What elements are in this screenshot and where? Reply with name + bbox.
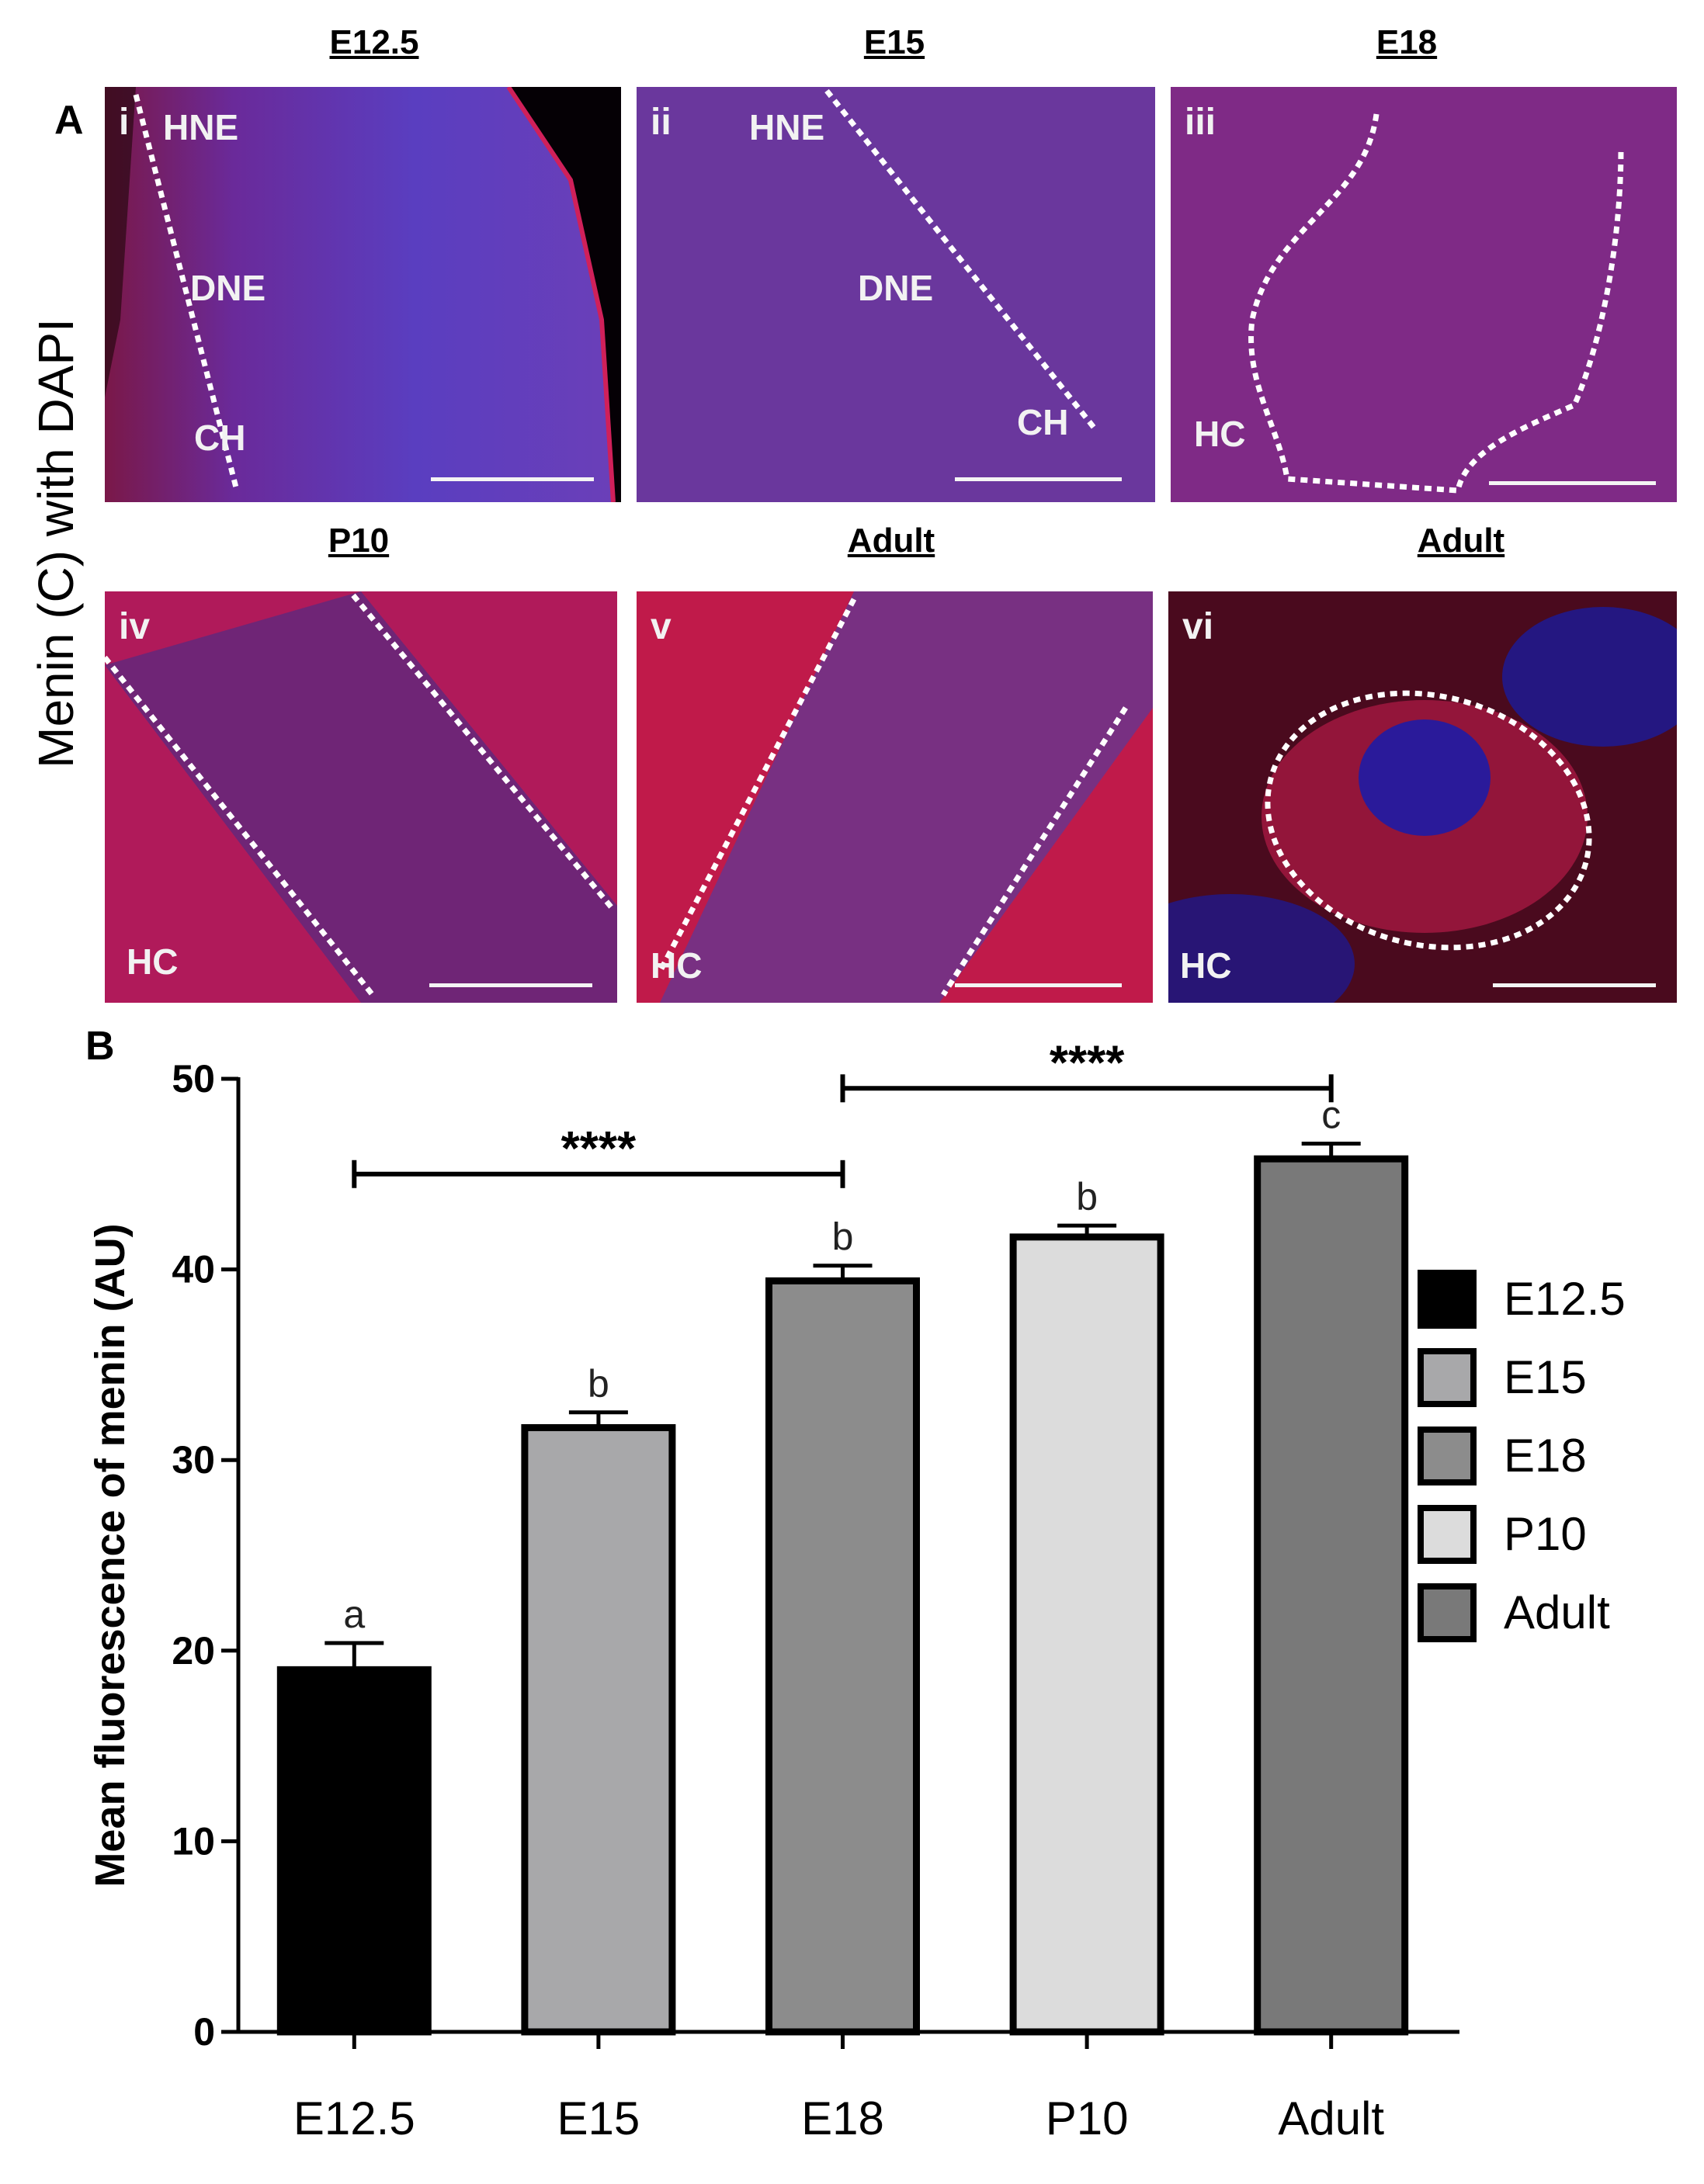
bar-e12-5: [276, 1666, 432, 2036]
legend-swatch: [1418, 1270, 1477, 1329]
micrograph-iv: iv HC: [105, 591, 617, 1003]
micrograph-i: i HNE DNE CH: [105, 87, 621, 502]
stage-title-1: E12.5: [329, 23, 419, 61]
region-label-dne: DNE: [858, 268, 934, 308]
legend-label: P10: [1504, 1508, 1587, 1560]
region-label-ch: CH: [194, 418, 246, 458]
region-label-hc: HC: [651, 945, 703, 986]
legend-swatch: [1418, 1348, 1477, 1407]
scale-bar: [431, 477, 594, 481]
region-label-ch: CH: [1017, 402, 1069, 442]
x-tick-label: E15: [557, 2092, 640, 2144]
region-label-hc: HC: [1180, 945, 1232, 986]
x-tick-label: P10: [1046, 2092, 1129, 2144]
y-tick-label: 20: [172, 1629, 215, 1673]
region-label-dne: DNE: [190, 268, 266, 308]
significance-letter: a: [343, 1593, 365, 1636]
legend-label: E15: [1504, 1351, 1587, 1403]
x-tick-label: Adult: [1278, 2092, 1384, 2144]
bar-e18: [765, 1277, 920, 2036]
region-label-hc: HC: [1194, 414, 1246, 454]
y-tick-label: 10: [172, 1819, 215, 1863]
micrograph-ii: ii HNE DNE CH: [637, 87, 1155, 502]
scale-bar: [955, 477, 1122, 481]
bar-adult: [1254, 1155, 1409, 2036]
y-tick-label: 50: [172, 1057, 215, 1101]
legend-label: E18: [1504, 1430, 1587, 1482]
stage-title-4: P10: [328, 522, 390, 560]
legend-swatch: [1418, 1505, 1477, 1564]
significance-letter: b: [832, 1215, 854, 1259]
x-tick-label: E12.5: [293, 2092, 415, 2144]
roman-label-iv: iv: [119, 606, 151, 647]
legend-label: Adult: [1504, 1586, 1610, 1638]
stage-title-2: E15: [863, 23, 925, 61]
stage-title-3: E18: [1376, 23, 1438, 61]
scale-bar: [1493, 983, 1656, 987]
roman-label-ii: ii: [651, 102, 672, 143]
y-tick-label: 40: [172, 1248, 215, 1291]
region-label-hne: HNE: [749, 107, 825, 147]
panel-b-letter: B: [85, 1024, 115, 1069]
region-label-hne: HNE: [163, 107, 239, 147]
roman-label-v: v: [651, 606, 672, 647]
legend-label: E12.5: [1504, 1273, 1626, 1325]
region-label-hc: HC: [127, 941, 179, 982]
y-tick-label: 0: [193, 2010, 215, 2054]
bar-p10: [1009, 1233, 1164, 2036]
roman-label-vi: vi: [1182, 606, 1214, 647]
scale-bar: [955, 983, 1122, 987]
y-axis-label: Mean fluorescence of menin (AU): [87, 1223, 134, 1887]
significance-letter: b: [588, 1362, 609, 1406]
roman-label-i: i: [119, 102, 130, 143]
side-label-text: Menin (C) with DAPI: [28, 318, 84, 768]
panel-a-letter: A: [54, 98, 84, 143]
micrograph-vi: vi HC: [1168, 591, 1677, 1003]
significance-stars: ****: [561, 1122, 637, 1176]
significance-stars: ****: [1050, 1036, 1125, 1090]
micrograph-iii: iii HC: [1171, 87, 1677, 502]
scale-bar: [429, 983, 592, 987]
legend-swatch: [1418, 1427, 1477, 1485]
scale-bar: [1489, 481, 1656, 485]
bar-e15: [521, 1423, 676, 2036]
legend-swatch: [1418, 1583, 1477, 1642]
stage-title-6: Adult: [1417, 522, 1505, 560]
bar-chart: 0 10 20 30 40 50 Mean fluorescence of menin (A…: [87, 1036, 1626, 2144]
roman-label-iii: iii: [1185, 102, 1216, 143]
significance-letter: b: [1076, 1175, 1098, 1219]
micrograph-v: v HC: [637, 591, 1153, 1003]
y-tick-label: 30: [172, 1438, 215, 1482]
x-tick-label: E18: [801, 2092, 884, 2144]
stage-title-5: Adult: [847, 522, 935, 560]
